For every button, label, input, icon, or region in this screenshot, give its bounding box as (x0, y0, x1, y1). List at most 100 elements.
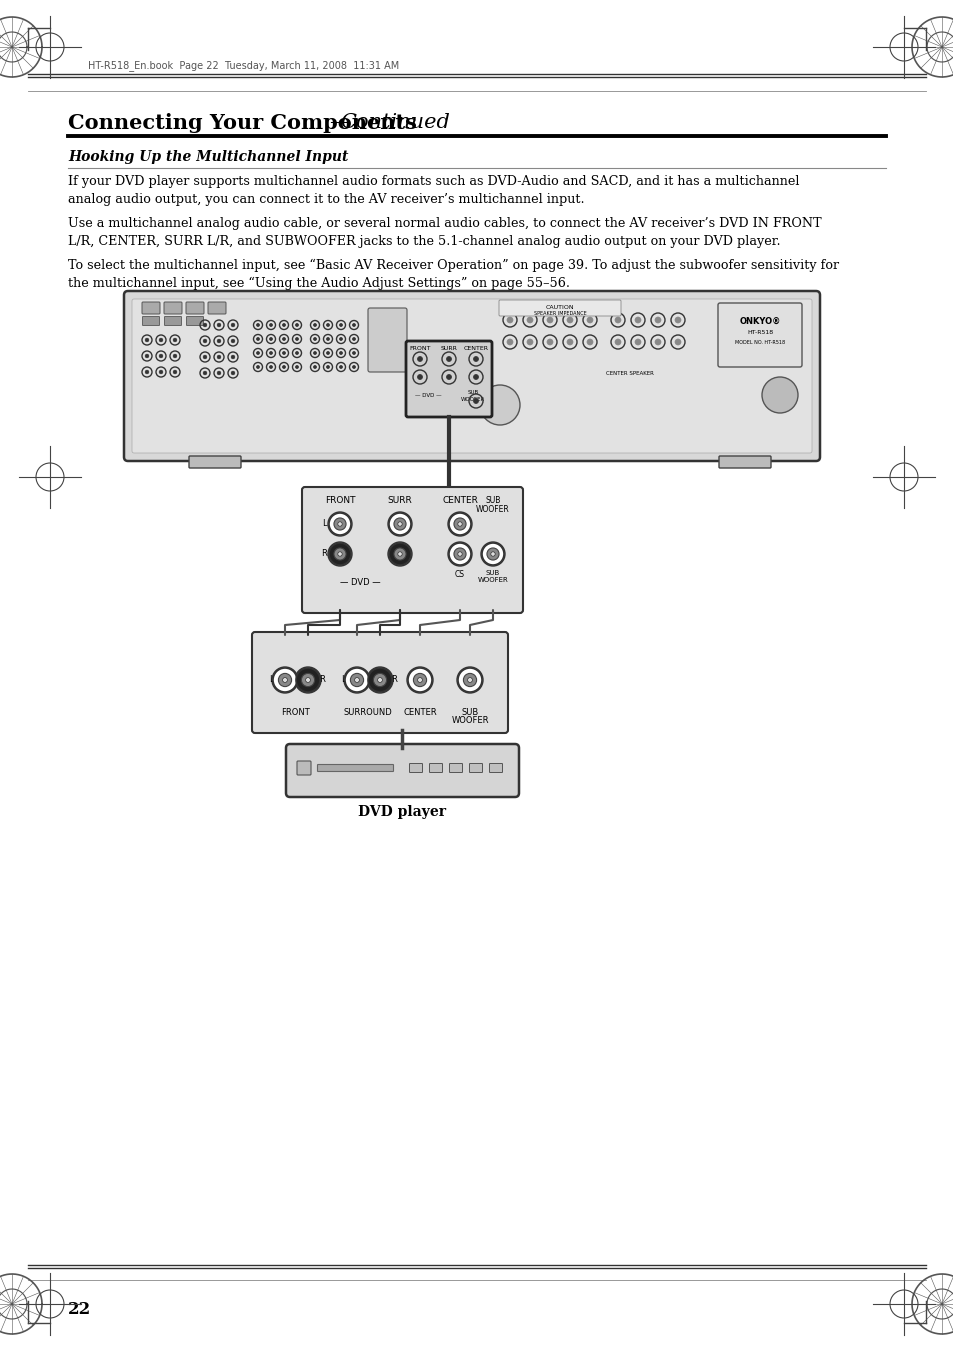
Text: HT-R518: HT-R518 (746, 330, 772, 335)
Circle shape (506, 317, 513, 323)
Circle shape (295, 667, 319, 692)
Circle shape (231, 372, 234, 374)
Circle shape (314, 351, 316, 354)
Circle shape (408, 667, 432, 692)
Circle shape (303, 676, 313, 685)
Text: — DVD —: — DVD — (415, 393, 441, 399)
Circle shape (231, 355, 234, 359)
FancyBboxPatch shape (164, 303, 182, 313)
Circle shape (473, 374, 478, 380)
Circle shape (446, 374, 451, 380)
Circle shape (615, 339, 620, 345)
Text: SURR: SURR (387, 496, 412, 505)
Circle shape (457, 551, 461, 557)
Circle shape (675, 317, 680, 323)
Circle shape (329, 513, 351, 535)
FancyBboxPatch shape (142, 316, 159, 326)
FancyBboxPatch shape (164, 316, 181, 326)
Circle shape (256, 323, 259, 327)
Text: SURROUND: SURROUND (343, 708, 392, 717)
Text: SUB: SUB (485, 496, 500, 505)
Text: R: R (318, 676, 325, 685)
Circle shape (615, 317, 620, 323)
Circle shape (635, 339, 640, 345)
Text: To select the multichannel input, see “Basic AV Receiver Operation” on page 39. : To select the multichannel input, see “B… (68, 259, 839, 290)
Circle shape (479, 385, 519, 426)
Text: Connecting Your Components: Connecting Your Components (68, 113, 416, 132)
Text: SPEAKER IMPEDANCE: SPEAKER IMPEDANCE (533, 311, 586, 316)
Text: HT-R518_En.book  Page 22  Tuesday, March 11, 2008  11:31 AM: HT-R518_En.book Page 22 Tuesday, March 1… (88, 61, 399, 72)
Circle shape (489, 550, 497, 558)
FancyBboxPatch shape (469, 763, 482, 773)
Circle shape (457, 667, 481, 692)
Circle shape (334, 549, 346, 561)
FancyBboxPatch shape (718, 303, 801, 367)
Circle shape (467, 678, 472, 682)
Circle shape (203, 355, 207, 359)
Circle shape (314, 338, 316, 340)
Circle shape (375, 676, 385, 685)
Circle shape (417, 357, 422, 362)
Text: L: L (340, 676, 345, 685)
Circle shape (413, 673, 426, 686)
Circle shape (339, 366, 342, 369)
Circle shape (546, 339, 553, 345)
Circle shape (282, 366, 285, 369)
Circle shape (334, 517, 346, 530)
Circle shape (655, 339, 660, 345)
Circle shape (397, 521, 402, 526)
Circle shape (314, 366, 316, 369)
Circle shape (566, 317, 573, 323)
Circle shape (231, 323, 234, 327)
Circle shape (761, 377, 797, 413)
Circle shape (326, 338, 329, 340)
Circle shape (329, 543, 351, 565)
Circle shape (389, 543, 411, 565)
Circle shape (282, 323, 285, 327)
Circle shape (395, 550, 403, 558)
Circle shape (352, 676, 361, 685)
Text: L: L (321, 520, 326, 528)
FancyBboxPatch shape (498, 300, 620, 316)
Circle shape (282, 351, 285, 354)
Text: FRONT: FRONT (324, 496, 355, 505)
Circle shape (203, 323, 207, 327)
Circle shape (337, 521, 342, 526)
Circle shape (586, 339, 593, 345)
Circle shape (217, 339, 220, 343)
Circle shape (546, 317, 553, 323)
Circle shape (481, 543, 503, 565)
Text: WOOFER: WOOFER (451, 716, 488, 725)
Text: Use a multichannel analog audio cable, or several normal audio cables, to connec: Use a multichannel analog audio cable, o… (68, 218, 821, 247)
Circle shape (355, 678, 359, 682)
Circle shape (217, 372, 220, 374)
Text: DVD player: DVD player (357, 805, 446, 819)
FancyBboxPatch shape (124, 290, 820, 461)
Text: MODEL NO. HT-R518: MODEL NO. HT-R518 (734, 340, 784, 345)
Text: Hooking Up the Multichannel Input: Hooking Up the Multichannel Input (68, 150, 348, 163)
Circle shape (377, 678, 382, 682)
Circle shape (256, 338, 259, 340)
Circle shape (305, 678, 310, 682)
Circle shape (326, 323, 329, 327)
FancyBboxPatch shape (186, 303, 204, 313)
Circle shape (282, 338, 285, 340)
Circle shape (506, 339, 513, 345)
Text: SUB: SUB (467, 390, 478, 394)
Circle shape (269, 323, 273, 327)
Circle shape (389, 513, 411, 535)
Text: WOOFER: WOOFER (476, 505, 509, 513)
Circle shape (280, 676, 290, 685)
Circle shape (473, 399, 478, 404)
Circle shape (173, 354, 176, 358)
Circle shape (314, 323, 316, 327)
Circle shape (345, 667, 369, 692)
Circle shape (352, 366, 355, 369)
Text: Continued: Continued (339, 113, 450, 132)
Circle shape (486, 549, 498, 561)
Circle shape (490, 551, 495, 557)
Text: CENTER: CENTER (463, 346, 488, 351)
Circle shape (295, 351, 298, 354)
Text: R: R (321, 550, 327, 558)
FancyBboxPatch shape (286, 744, 518, 797)
